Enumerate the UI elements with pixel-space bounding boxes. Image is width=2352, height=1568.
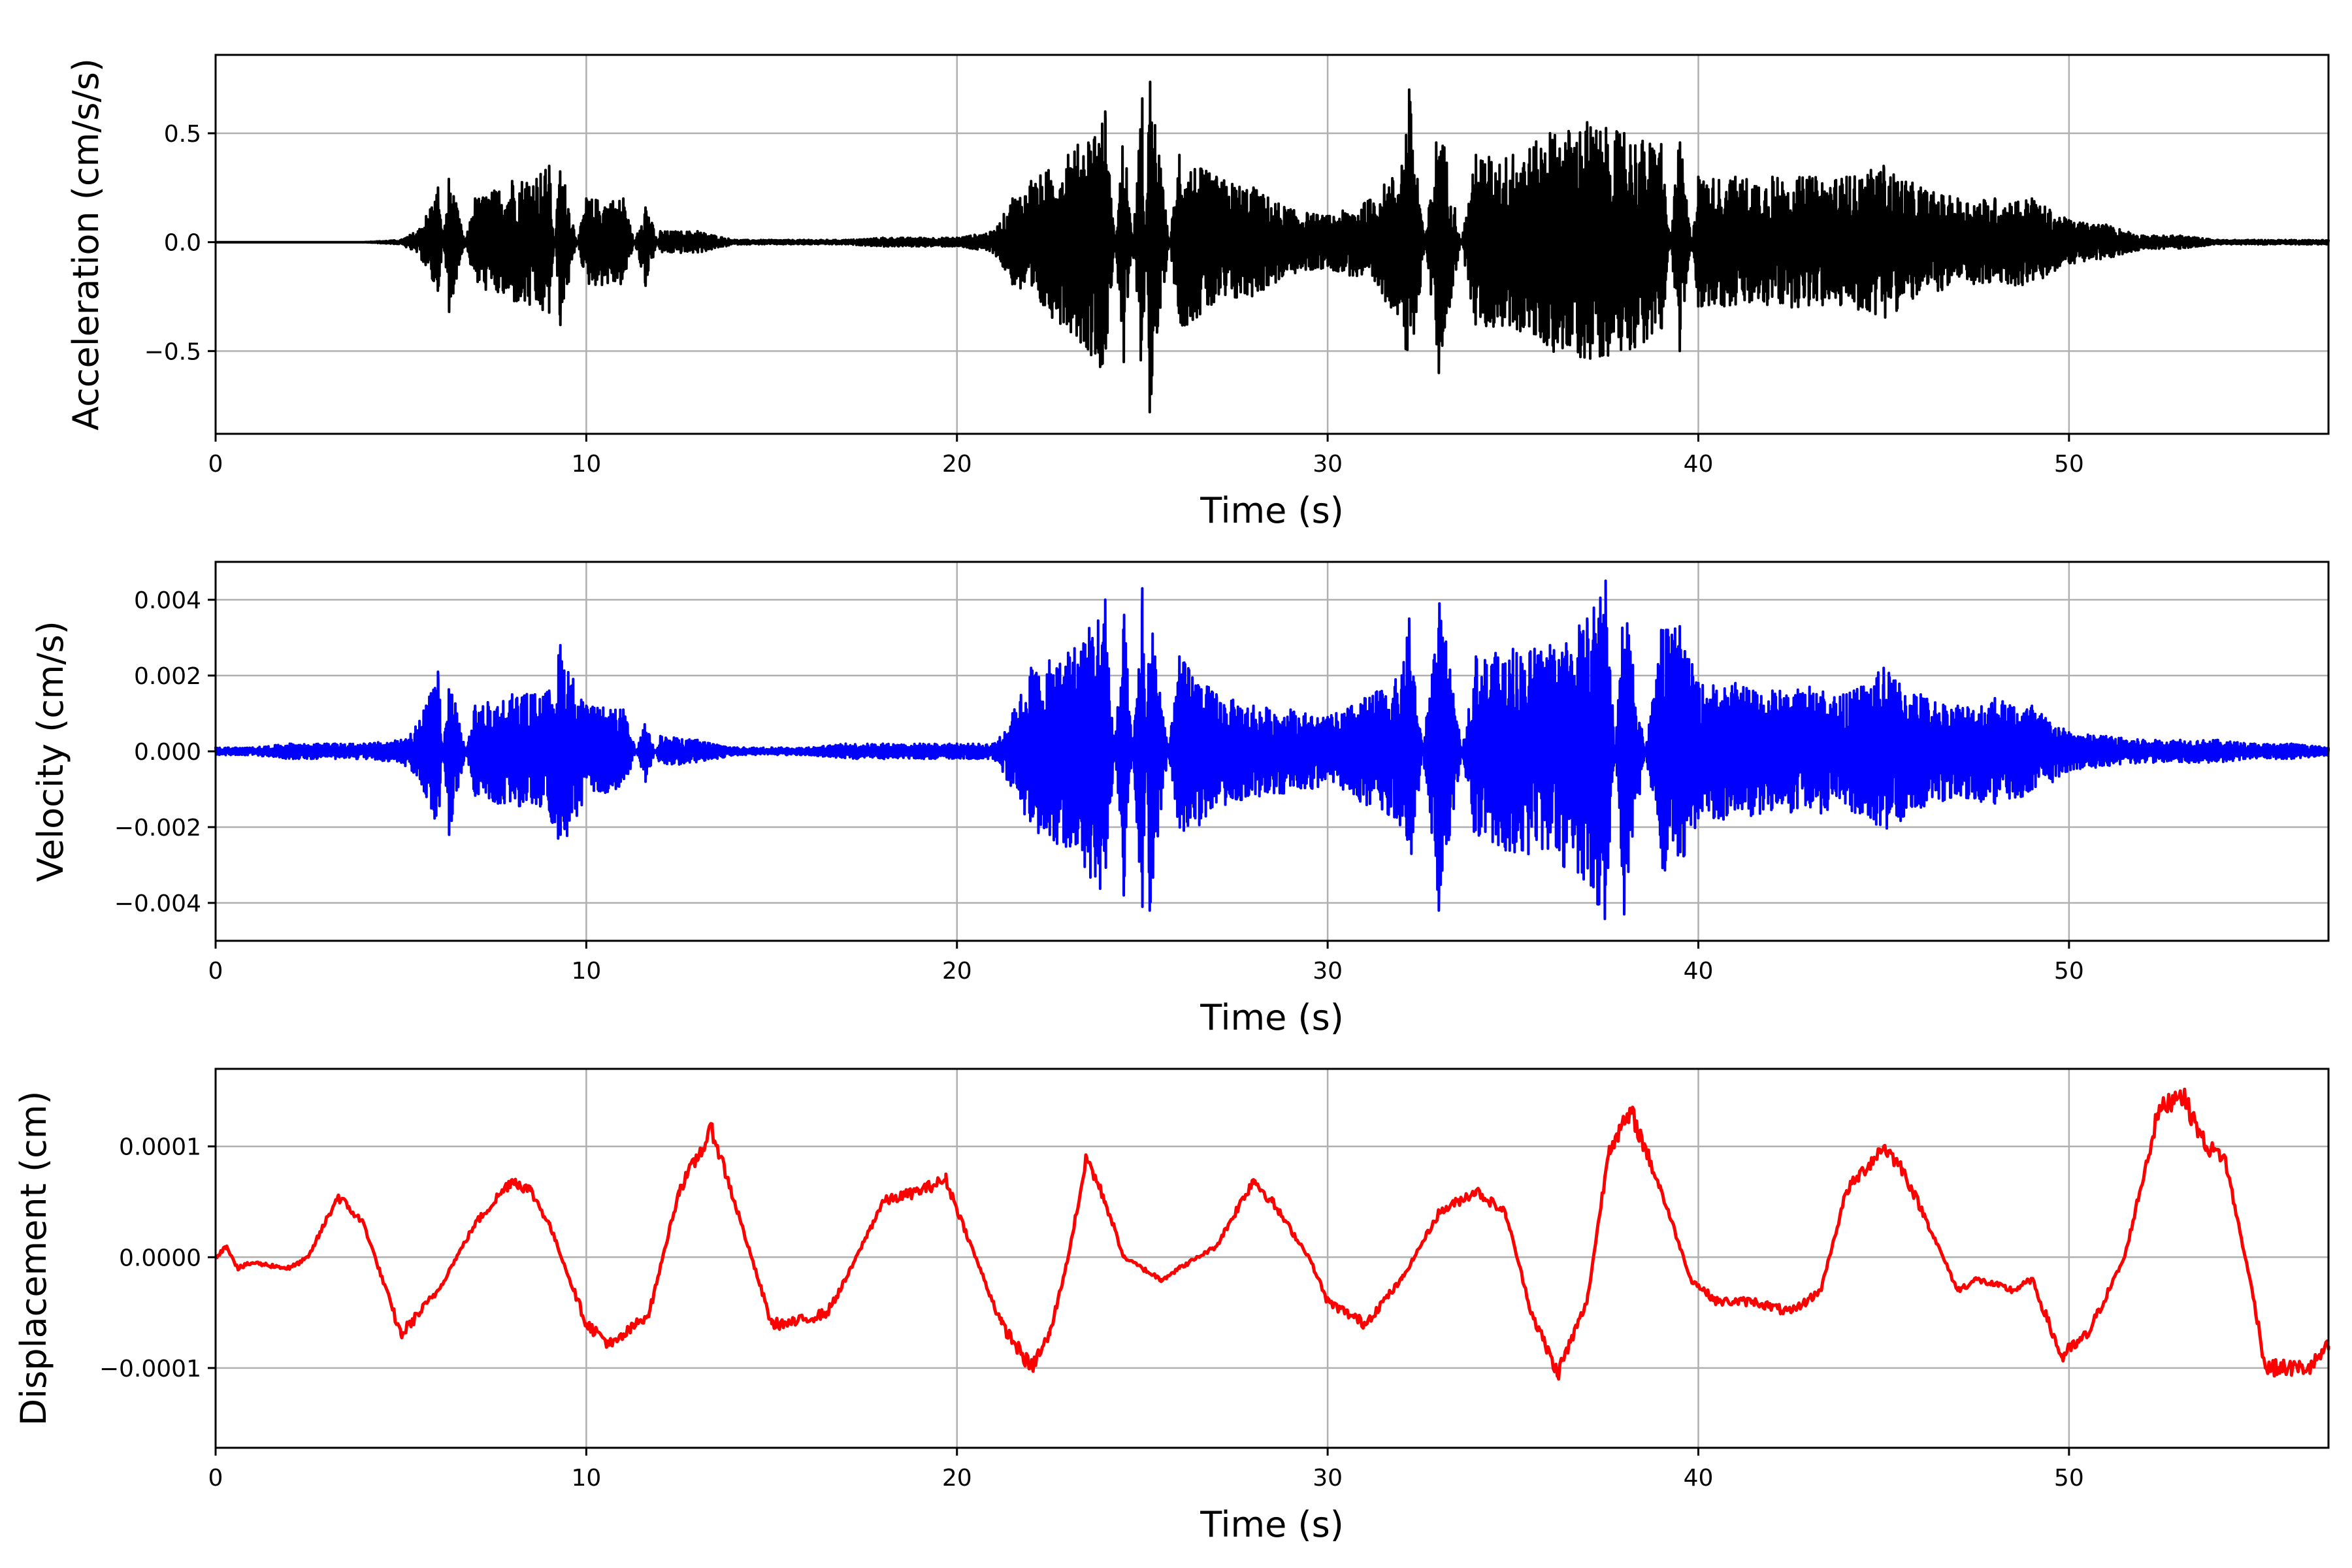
acceleration-y-tick-label: −0.5 [144,338,201,365]
velocity-x-tick-label: 30 [1313,958,1343,985]
velocity-y-tick-label: −0.002 [114,815,201,841]
velocity-x-tick-label: 0 [208,958,223,985]
acceleration-panel: 0 10 20 30 40 50 −0.5 0.0 0.5 Time (s) Accelerat… [65,54,2330,531]
displacement-x-tick-label: 20 [942,1465,972,1492]
displacement-x-tick-label: 10 [571,1465,601,1492]
velocity-x-tick-label: 40 [1684,958,1714,985]
displacement-axes-frame [214,1068,2330,1449]
acceleration-x-axis-label: Time (s) [1200,490,1344,531]
displacement-grid [214,1069,2328,1448]
velocity-x-tick-label: 10 [571,958,601,985]
velocity-ticks: 0 10 20 30 40 50 −0.004 −0.002 0.000 0.002 0.004 [114,587,2084,985]
displacement-x-axis-label: Time (s) [1200,1504,1344,1545]
displacement-series-line [214,1087,2330,1381]
displacement-x-tick-label: 30 [1313,1465,1343,1492]
acceleration-series-line [214,80,2330,414]
velocity-x-tick-label: 20 [942,958,972,985]
velocity-x-tick-label: 50 [2054,958,2084,985]
acceleration-y-tick-label: 0.5 [164,121,201,148]
acceleration-x-tick-label: 50 [2054,451,2084,478]
velocity-x-axis-label: Time (s) [1200,997,1344,1038]
displacement-x-tick-label: 50 [2054,1465,2084,1492]
acceleration-x-tick-label: 30 [1313,451,1343,478]
velocity-y-tick-label: 0.004 [134,587,201,614]
displacement-y-tick-label: −0.0001 [99,1356,201,1382]
acceleration-x-tick-label: 20 [942,451,972,478]
acceleration-axes-frame [214,54,2330,435]
acceleration-x-tick-label: 10 [571,451,601,478]
displacement-x-tick-label: 40 [1684,1465,1714,1492]
acceleration-x-tick-label: 0 [208,451,223,478]
acceleration-ticks: 0 10 20 30 40 50 −0.5 0.0 0.5 [144,121,2084,478]
displacement-ticks: 0 10 20 30 40 50 −0.0001 0.0000 0.0001 [99,1134,2084,1492]
velocity-panel: 0 10 20 30 40 50 −0.004 −0.002 0.000 0.002 0.004 T… [30,561,2330,1038]
displacement-y-tick-label: 0.0000 [119,1245,201,1271]
velocity-y-tick-label: −0.004 [114,890,201,917]
velocity-series-line [214,580,2330,921]
velocity-y-axis-label: Velocity (cm/s) [30,621,71,882]
acceleration-y-tick-label: 0.0 [164,230,201,257]
displacement-x-tick-label: 0 [208,1465,223,1492]
displacement-y-axis-label: Displacement (cm) [13,1091,54,1426]
acceleration-y-axis-label: Acceleration (cm/s/s) [65,58,106,431]
displacement-y-tick-label: 0.0001 [119,1134,201,1161]
velocity-y-tick-label: 0.000 [134,739,201,766]
acceleration-x-tick-label: 40 [1684,451,1714,478]
velocity-y-tick-label: 0.002 [134,663,201,690]
